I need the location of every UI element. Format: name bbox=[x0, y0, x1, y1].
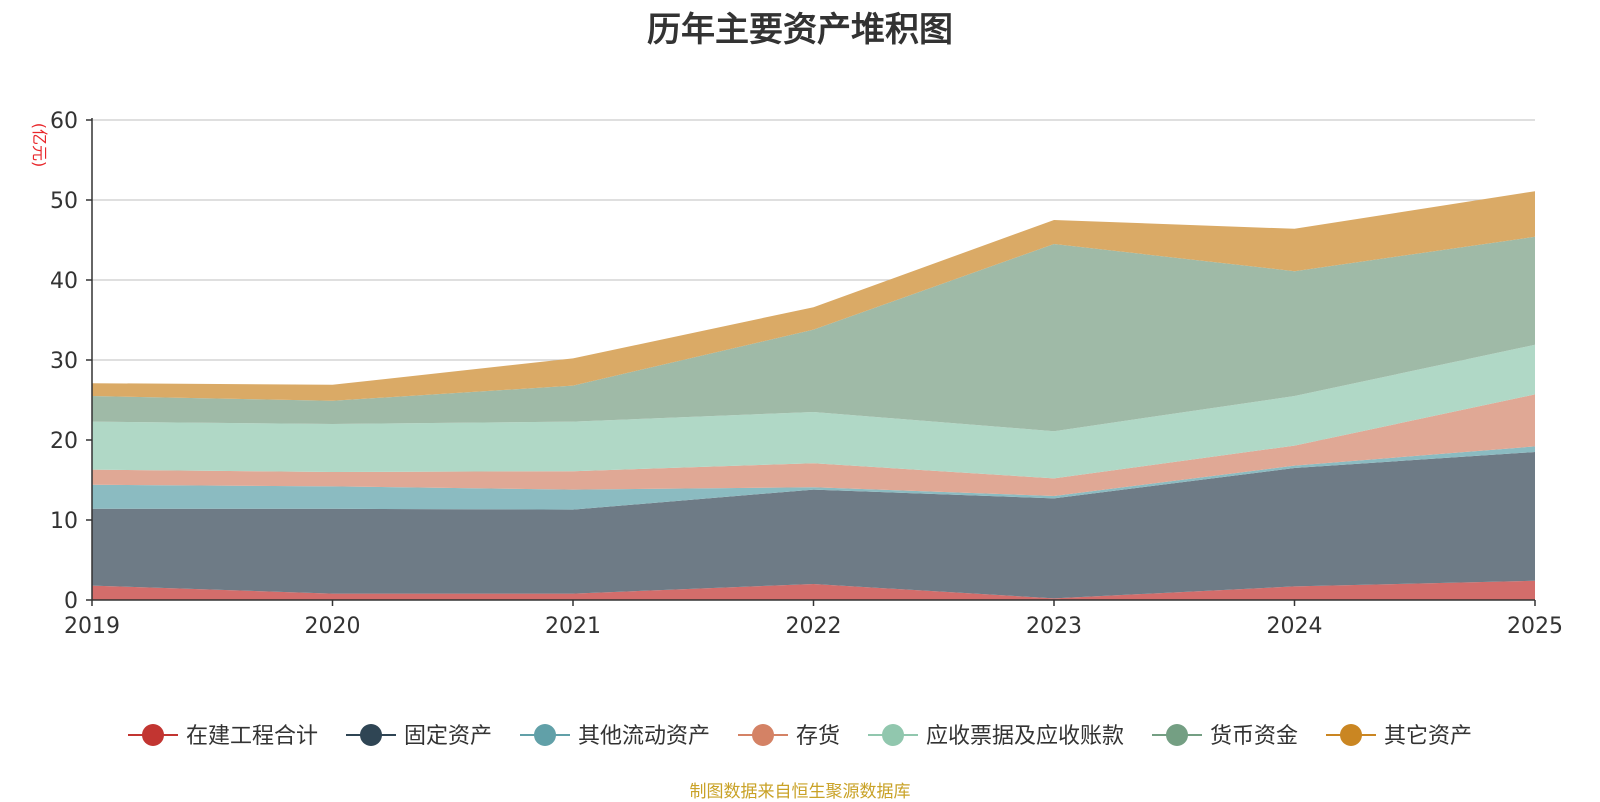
y-tick-label: 40 bbox=[50, 269, 78, 294]
legend-item-3[interactable]: 存货 bbox=[738, 724, 840, 749]
legend-marker bbox=[360, 724, 382, 746]
chart-title: 历年主要资产堆积图 bbox=[647, 10, 953, 50]
legend-marker bbox=[142, 724, 164, 746]
x-tick-label: 2022 bbox=[786, 614, 842, 639]
data-source-note: 制图数据来自恒生聚源数据库 bbox=[689, 782, 911, 802]
x-tick-label: 2019 bbox=[64, 614, 120, 639]
legend-item-4[interactable]: 应收票据及应收账款 bbox=[868, 724, 1124, 749]
area-series-0[interactable] bbox=[92, 580, 1535, 600]
area-series-2[interactable] bbox=[92, 446, 1535, 510]
legend-item-2[interactable]: 其他流动资产 bbox=[520, 724, 710, 749]
y-tick-label: 30 bbox=[50, 349, 78, 374]
axes: 0 10 20 30 40 50 60 2019 2020 2021 2022 2023 2024 202… bbox=[30, 109, 1563, 639]
legend-item-5[interactable]: 货币资金 bbox=[1152, 724, 1298, 749]
area-series-3[interactable] bbox=[92, 394, 1535, 496]
legend-label: 在建工程合计 bbox=[186, 724, 318, 749]
legend-marker bbox=[534, 724, 556, 746]
x-tick-label: 2021 bbox=[545, 614, 601, 639]
y-tick-label: 20 bbox=[50, 429, 78, 454]
area-series-group bbox=[92, 191, 1535, 600]
legend-label: 存货 bbox=[796, 724, 840, 749]
legend-label: 应收票据及应收账款 bbox=[926, 724, 1124, 749]
area-series-5[interactable] bbox=[92, 236, 1535, 432]
y-tick-label: 0 bbox=[64, 589, 78, 614]
x-tick-label: 2020 bbox=[305, 614, 361, 639]
x-tick-label: 2023 bbox=[1026, 614, 1082, 639]
area-series-4[interactable] bbox=[92, 344, 1535, 479]
y-axis-unit-label: (亿元) bbox=[30, 123, 49, 168]
legend-marker bbox=[752, 724, 774, 746]
legend-marker bbox=[1166, 724, 1188, 746]
x-tick-label: 2024 bbox=[1267, 614, 1323, 639]
x-tick-label: 2025 bbox=[1507, 614, 1563, 639]
legend-label: 其它资产 bbox=[1384, 724, 1472, 749]
legend-label: 固定资产 bbox=[404, 724, 492, 749]
legend-item-6[interactable]: 其它资产 bbox=[1326, 724, 1472, 749]
area-series-1[interactable] bbox=[92, 452, 1535, 599]
legend-label: 其他流动资产 bbox=[578, 724, 710, 749]
legend-marker bbox=[1340, 724, 1362, 746]
legend-label: 货币资金 bbox=[1210, 724, 1298, 749]
legend-marker bbox=[882, 724, 904, 746]
y-tick-label: 10 bbox=[50, 509, 78, 534]
legend-item-0[interactable]: 在建工程合计 bbox=[128, 724, 318, 749]
legend-item-1[interactable]: 固定资产 bbox=[346, 724, 492, 749]
area-series-6[interactable] bbox=[92, 191, 1535, 401]
legend[interactable]: 在建工程合计 固定资产 其他流动资产 存货 应收票据及应收账款 货币资金 其它资产 bbox=[128, 724, 1472, 749]
y-tick-label: 50 bbox=[50, 189, 78, 214]
y-tick-label: 60 bbox=[50, 109, 78, 134]
